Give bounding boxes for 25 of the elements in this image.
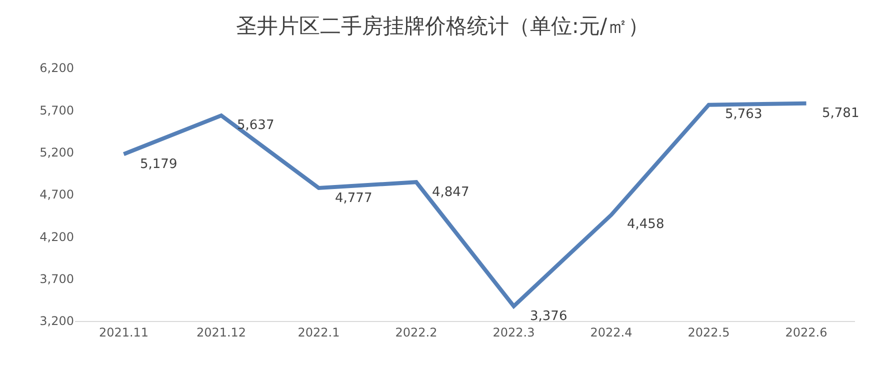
y-tick-label: 5,700: [40, 103, 74, 118]
y-tick-label: 3,700: [40, 272, 74, 286]
x-tick-label: 2022.5: [688, 325, 730, 340]
chart-title: 圣井片区二手房挂牌价格统计（单位:元/㎡）: [236, 14, 650, 38]
y-tick-label: 4,200: [40, 230, 74, 244]
x-tick-label: 2021.12: [196, 325, 246, 340]
line-series: [122, 101, 808, 308]
y-tick-label: 4,700: [40, 188, 74, 202]
data-label: 4,777: [335, 191, 372, 206]
data-label: 5,763: [725, 107, 762, 122]
x-tick-label: 2022.2: [395, 325, 438, 340]
data-label: 5,781: [822, 106, 860, 121]
y-tick-label: 3,200: [40, 314, 74, 328]
data-label: 5,637: [237, 118, 274, 133]
x-tick-label: 2022.4: [590, 325, 632, 340]
x-tick-label: 2022.3: [492, 325, 535, 340]
x-tick-label: 2022.6: [785, 325, 828, 340]
y-tick-label: 6,200: [40, 61, 74, 76]
x-tick-label: 2021.11: [98, 325, 149, 340]
data-label: 3,376: [530, 309, 568, 324]
data-label: 5,179: [140, 157, 178, 172]
x-tick-label: 2022.1: [298, 325, 340, 340]
data-label: 4,847: [432, 185, 470, 200]
y-tick-label: 5,200: [40, 146, 74, 160]
data-label: 4,458: [627, 217, 664, 232]
